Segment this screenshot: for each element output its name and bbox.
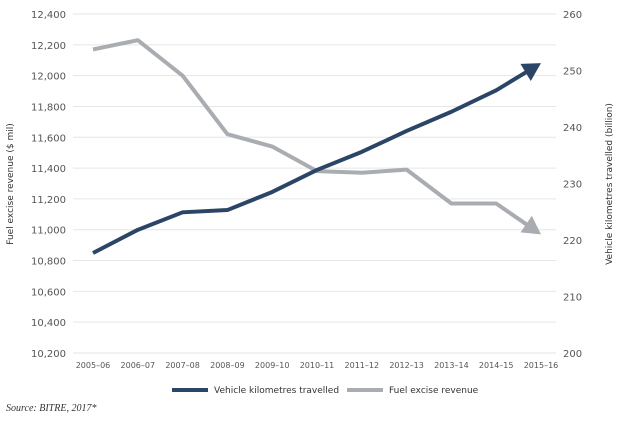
- y2-tick-label: 210: [563, 293, 582, 304]
- y2-axis-label: Vehicle kilometres travelled (billion): [605, 103, 615, 265]
- y2-tick-label: 250: [563, 67, 582, 78]
- y2-tick-label: 240: [563, 123, 582, 134]
- y-tick-label: 11,200: [31, 195, 66, 206]
- y-tick-label: 10,200: [31, 349, 66, 360]
- legend-label: Fuel excise revenue: [389, 386, 479, 396]
- x-tick-label: 2005–06: [76, 361, 111, 370]
- legend-label: Vehicle kilometres travelled: [214, 386, 339, 396]
- x-tick-label: 2013–14: [434, 361, 469, 370]
- x-tick-label: 2012–13: [389, 361, 424, 370]
- y-tick-label: 12,200: [31, 41, 66, 52]
- x-tick-label: 2008–09: [210, 361, 245, 370]
- y-axis-label: Fuel excise revenue ($ mil): [6, 123, 16, 244]
- y-tick-label: 10,600: [31, 287, 66, 298]
- x-tick-label: 2010–11: [300, 361, 335, 370]
- y-tick-label: 12,000: [31, 72, 66, 83]
- y2-tick-label: 220: [563, 236, 582, 247]
- y-tick-label: 11,600: [31, 133, 66, 144]
- y2-tick-label: 230: [563, 180, 582, 191]
- x-tick-label: 2007–08: [165, 361, 200, 370]
- y-tick-label: 12,400: [31, 10, 66, 21]
- arrowhead-data-point: [520, 215, 541, 235]
- x-tick-label: 2011–12: [345, 361, 380, 370]
- x-tick-label: 2014–15: [479, 361, 514, 370]
- y2-tick-label: 260: [563, 10, 582, 21]
- y-tick-label: 11,400: [31, 164, 66, 175]
- y-tick-label: 11,800: [31, 102, 66, 113]
- y-tick-label: 10,800: [31, 257, 66, 268]
- y-tick-label: 11,000: [31, 226, 66, 237]
- y2-tick-label: 200: [563, 349, 582, 360]
- x-tick-label: 2015–16: [524, 361, 559, 370]
- x-tick-label: 2009–10: [255, 361, 290, 370]
- y-tick-label: 10,400: [31, 318, 66, 329]
- arrowhead-data-point: [520, 63, 541, 82]
- series-line-vkt: [92, 68, 531, 255]
- x-tick-label: 2006–07: [121, 361, 156, 370]
- source-note: Source: BITRE, 2017*: [6, 403, 97, 414]
